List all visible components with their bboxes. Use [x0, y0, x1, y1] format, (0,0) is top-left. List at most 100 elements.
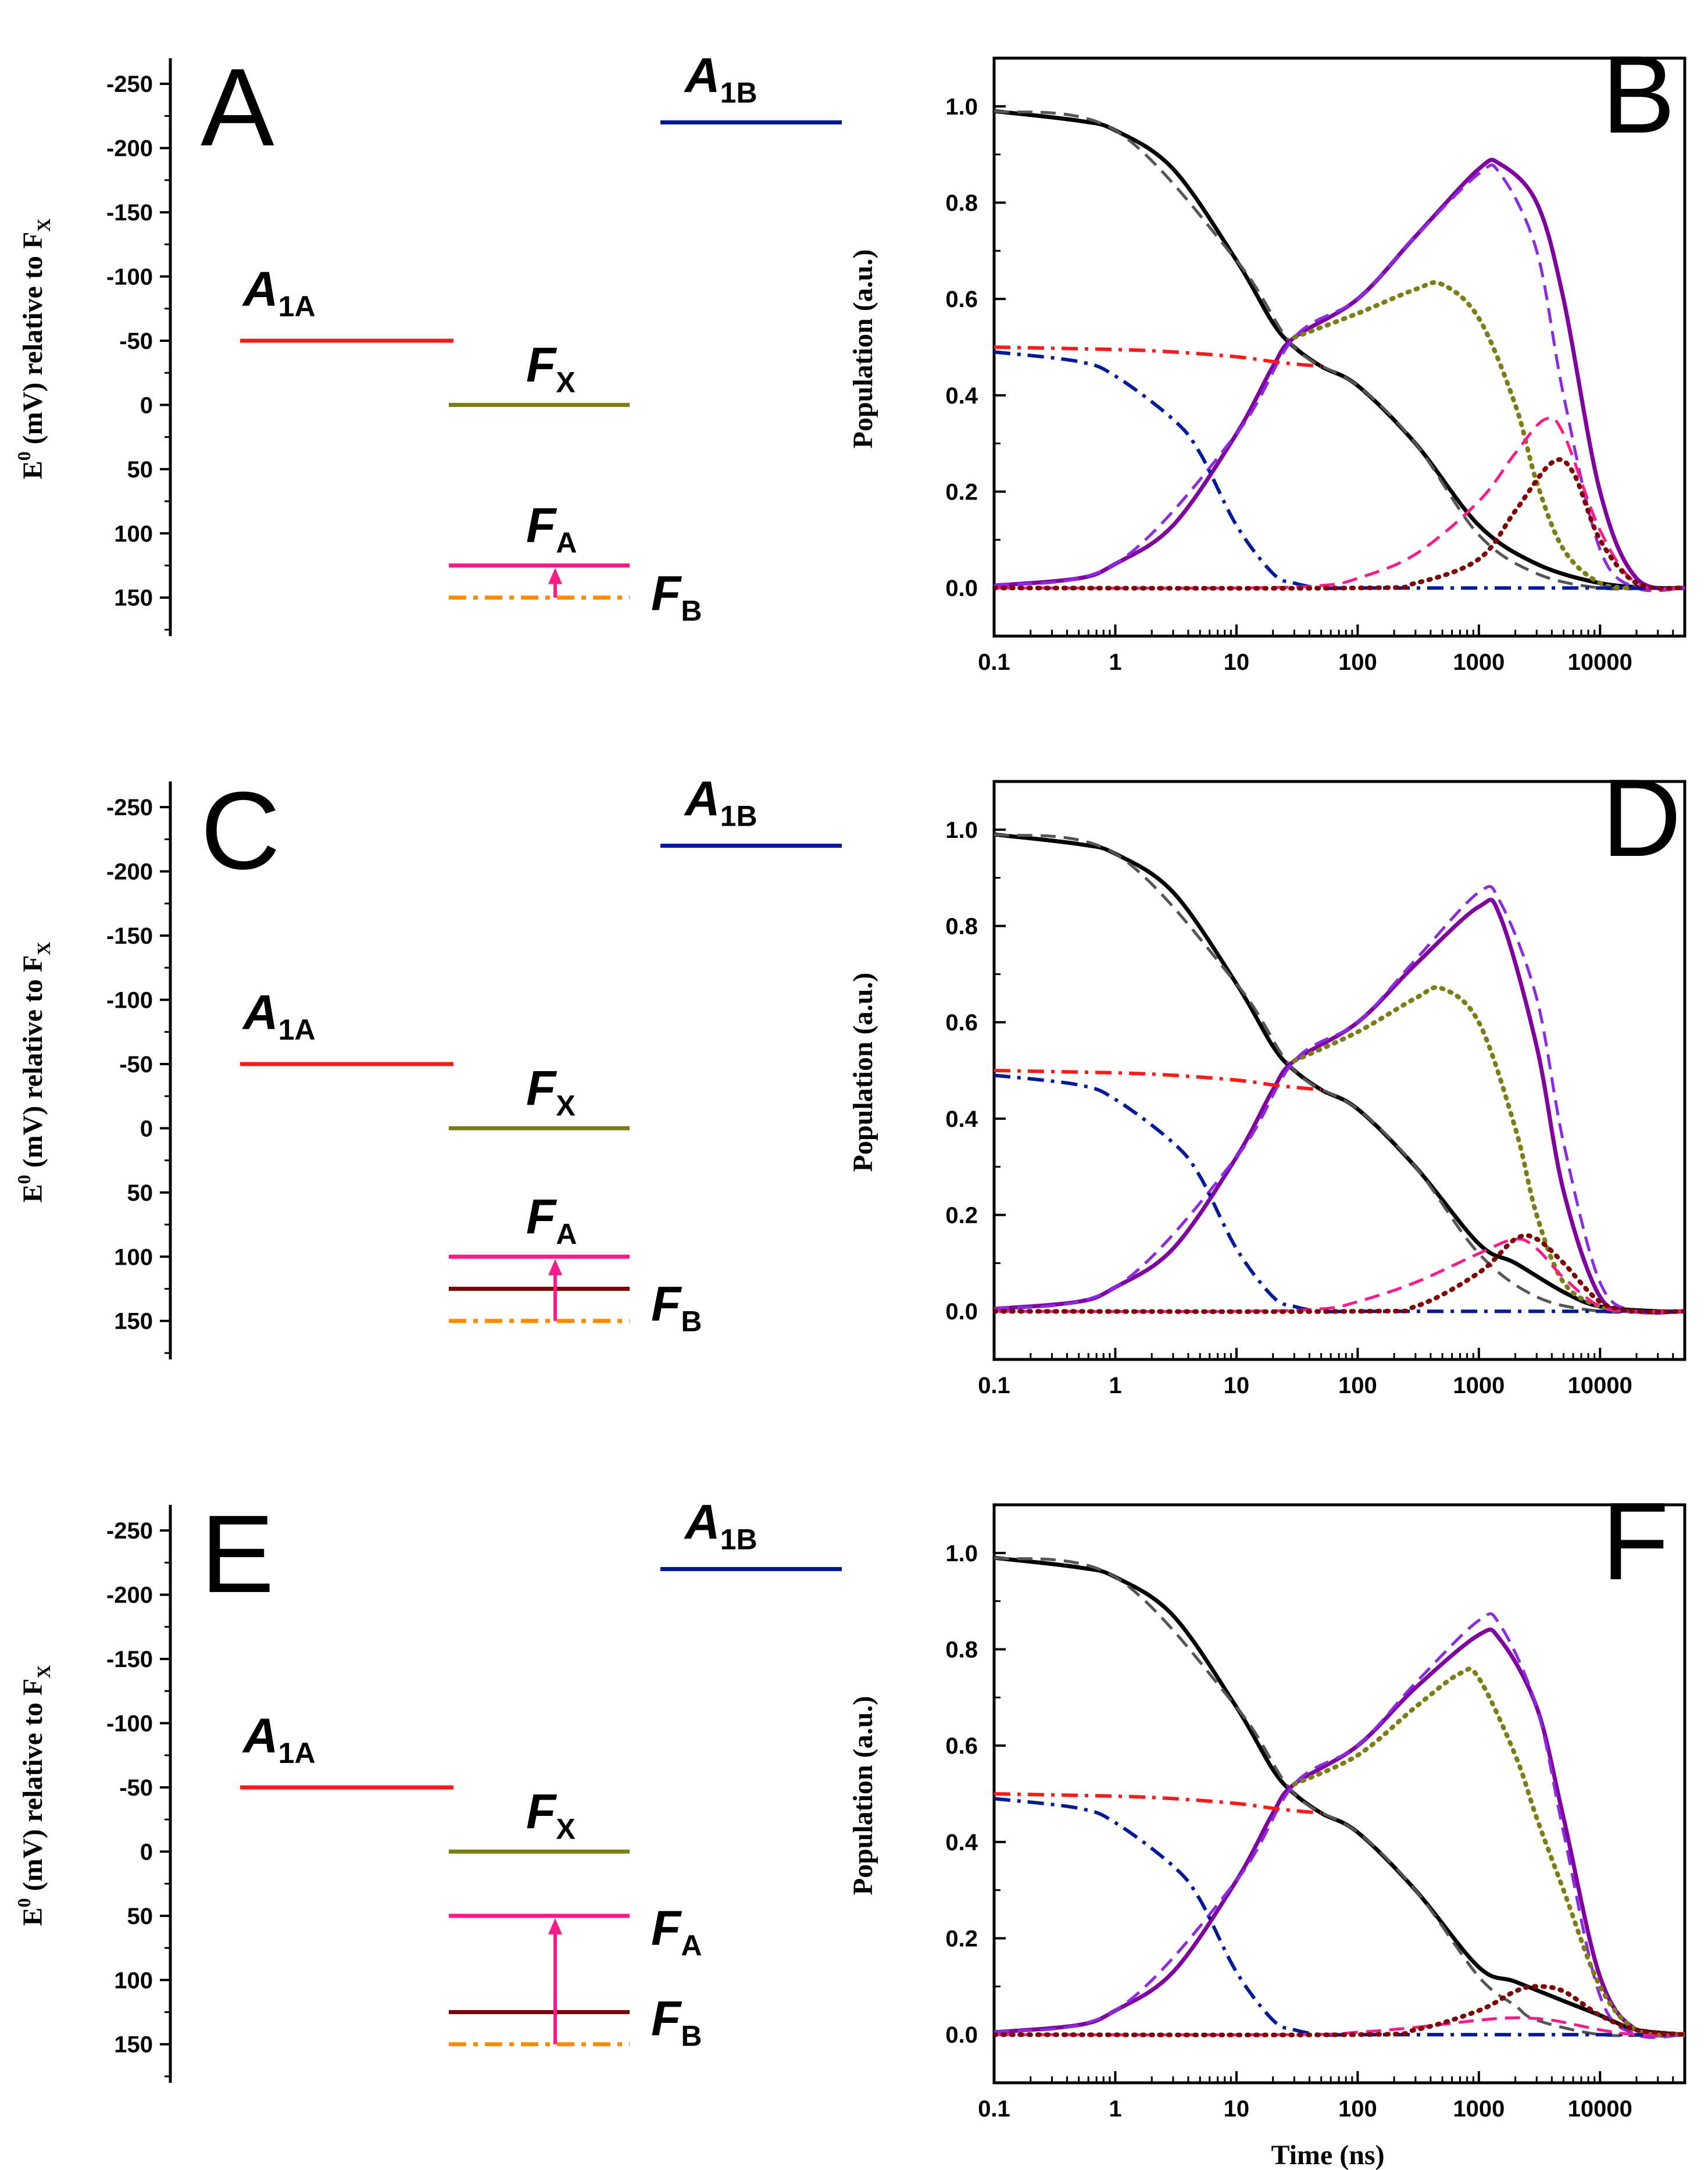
series-purple	[994, 158, 1685, 591]
energy-axis-title-sub: X	[33, 942, 54, 955]
series-olive-dotted	[1292, 985, 1639, 1314]
energy-axis-title-rest: (mV) relative to F	[17, 955, 48, 1175]
y-tick-label: 0.4	[945, 383, 978, 409]
x-tick-label: 10	[1224, 2096, 1250, 2122]
level-label-sub: B	[681, 2020, 702, 2053]
level-label-sub: 1B	[720, 76, 757, 109]
x-tick-label: 1	[1109, 2096, 1121, 2122]
level-label-sub: X	[556, 1812, 575, 1845]
energy-tick-label: 0	[140, 392, 153, 418]
y-tick-label: 0.0	[945, 576, 978, 601]
energy-tick-label: -200	[106, 1583, 153, 1608]
x-tick-label: 10	[1224, 1373, 1250, 1398]
level-label-sub: 1B	[720, 800, 757, 832]
series-group	[994, 832, 1685, 1315]
series-blue-dashdot	[994, 350, 1685, 590]
energy-tick-label: -150	[106, 1647, 153, 1672]
level-label-letter: F	[526, 1784, 558, 1839]
series-red-dashdot	[994, 1069, 1321, 1092]
level-label-letter: F	[651, 1991, 683, 2046]
energy-tick-label: -200	[106, 136, 153, 162]
x-tick-label: 100	[1338, 649, 1377, 675]
level-label-a1a: A1A	[242, 1708, 316, 1769]
energy-transfer-arrowhead	[548, 1918, 562, 1935]
series-grey-dashed	[994, 833, 1658, 1314]
energy-axis-title-main: E	[17, 1184, 48, 1202]
level-label-sub: 1B	[720, 1523, 757, 1555]
energy-axis-title: E0 (mV) relative to FX	[13, 1665, 54, 1926]
level-label-letter: F	[526, 337, 558, 392]
level-label-sub: B	[681, 595, 702, 627]
level-label-fb: FB	[651, 566, 702, 627]
series-red-dashdot	[994, 345, 1321, 369]
series-violet-dashed	[994, 885, 1685, 1315]
energy-tick-label: 50	[127, 1180, 153, 1206]
y-tick-label: 0.0	[945, 2022, 978, 2048]
level-label-letter: A	[684, 1494, 720, 1549]
y-tick-label: 0.2	[945, 480, 978, 505]
energy-tick-label: 0	[140, 1839, 153, 1865]
energy-tick-label: -250	[106, 795, 153, 820]
panel-letter-d: D	[1602, 756, 1681, 880]
level-label-a1a: A1A	[242, 985, 316, 1046]
energy-axis-title: E0 (mV) relative to FX	[13, 219, 54, 480]
x-tick-label: 100	[1338, 2096, 1377, 2122]
plot-frame	[992, 1503, 1686, 2085]
population-chart-b: 0.0 0.2 0.4 0.6 0.8 1.0 0.1 1 10 100 1000 10000 Popu…	[848, 33, 1686, 675]
panel-letter-f: F	[1602, 1480, 1669, 1603]
panel-letter-c: C	[201, 769, 280, 893]
level-label-fa: FA	[526, 498, 577, 559]
series-blue-dashdot	[994, 1797, 1685, 2037]
panel-letter-b: B	[1602, 33, 1675, 156]
series-group	[994, 109, 1685, 593]
level-label-letter: A	[242, 985, 278, 1040]
level-label-letter: A	[684, 48, 720, 102]
level-label-letter: F	[651, 1901, 683, 1955]
y-tick-label: 0.8	[945, 914, 978, 940]
y-tick-label: 0.8	[945, 191, 978, 216]
level-label-sub: X	[556, 1089, 575, 1122]
level-label-fx: FX	[526, 1061, 576, 1122]
plot-frame	[992, 56, 1686, 638]
population-chart-d: 0.0 0.2 0.4 0.6 0.8 1.0 0.1 1 10 100 1000 10000 Popu…	[848, 756, 1686, 1398]
energy-tick-label: -200	[106, 859, 153, 885]
energy-axis-title-sub: X	[33, 1665, 54, 1679]
energy-axis-title-main: E	[17, 461, 48, 479]
level-label-letter: A	[242, 1708, 278, 1763]
x-tick-label: 1000	[1453, 2096, 1505, 2122]
population-axis-title: Population (a.u.)	[848, 1696, 878, 1896]
energy-tick-label: 0	[140, 1116, 153, 1141]
energy-tick-label: -100	[106, 1711, 153, 1737]
series-red-dashdot	[994, 1792, 1321, 1815]
level-label-sub: A	[556, 1218, 577, 1250]
level-label-sub: 1A	[278, 1737, 316, 1769]
series-blue-dashdot	[994, 1073, 1685, 1314]
series-violet-dashed	[994, 1612, 1685, 2039]
x-tick-label: 1000	[1453, 649, 1505, 675]
series-maroon-dotted	[994, 1233, 1685, 1315]
energy-axis-title-main: E	[17, 1907, 48, 1926]
energy-tick-label: 150	[114, 586, 153, 611]
level-label-letter: A	[684, 771, 720, 826]
series-purple	[994, 1628, 1685, 2038]
energy-axis-title-rest: (mV) relative to F	[17, 232, 48, 452]
series-pink-dashed	[994, 2016, 1685, 2037]
energy-tick-label: 100	[114, 521, 153, 547]
level-label-letter: F	[526, 1189, 558, 1244]
level-label-letter: A	[242, 262, 278, 316]
x-tick-label: 0.1	[978, 1373, 1010, 1398]
energy-tick-label: -50	[119, 329, 153, 354]
x-tick-label: 10	[1224, 649, 1250, 675]
energy-tick-label: -100	[106, 265, 153, 290]
level-label-sub: A	[681, 1929, 702, 1962]
energy-tick-label: 150	[114, 2032, 153, 2058]
energy-tick-label: 50	[127, 1904, 153, 1929]
energy-axis-title-sup: 0	[13, 1898, 34, 1907]
population-axis-title: Population (a.u.)	[848, 249, 878, 449]
series-group	[994, 1555, 1685, 2039]
energy-tick-label: -50	[119, 1775, 153, 1801]
level-label-letter: F	[651, 566, 683, 621]
y-tick-label: 0.0	[945, 1299, 978, 1325]
